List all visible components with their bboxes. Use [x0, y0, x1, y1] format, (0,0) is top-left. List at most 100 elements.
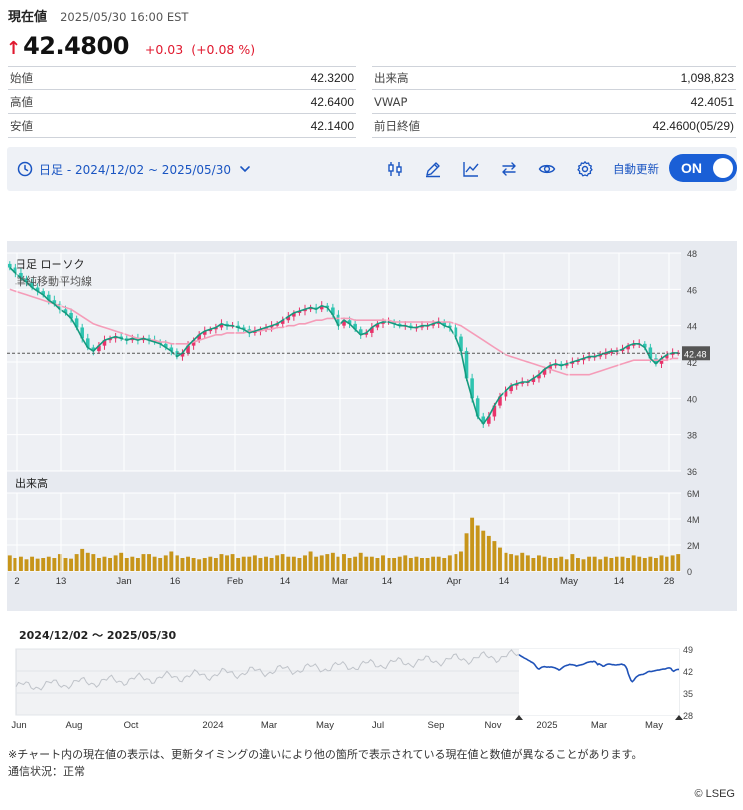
volume-bar: [35, 558, 40, 571]
price-change-percent: (+0.08 %): [191, 42, 256, 57]
volume-bar: [152, 556, 157, 571]
volume-bar: [102, 556, 107, 571]
candle-body: [24, 278, 29, 283]
volume-bar: [80, 548, 85, 571]
navigator-date-label: Sep: [428, 720, 445, 731]
volume-bar: [342, 554, 346, 571]
volume-bar: [492, 541, 497, 571]
swap-arrows-icon[interactable]: [497, 157, 521, 181]
stat-value: 42.3200: [310, 71, 354, 85]
volume-bar: [113, 555, 118, 571]
volume-bar: [286, 556, 291, 571]
candle-body: [46, 294, 51, 301]
volume-bar: [403, 555, 408, 571]
volume-bar: [124, 558, 129, 571]
volume-bar: [414, 556, 419, 571]
chart-tools: [383, 157, 611, 181]
volume-bar: [642, 558, 647, 571]
volume-bar: [498, 547, 502, 571]
volume-bar: [358, 552, 363, 571]
eye-icon[interactable]: [535, 157, 559, 181]
stats-column-left: 始値 42.3200 高値 42.6400 安値 42.1400: [8, 66, 356, 138]
candle-body: [364, 332, 369, 335]
price-chart-subtitle: 単純移動平均線: [15, 274, 92, 288]
candle-body: [358, 329, 363, 335]
period-selector[interactable]: 日足 - 2024/12/02 ~ 2025/05/30: [17, 161, 257, 178]
auto-update-toggle[interactable]: ON: [669, 154, 737, 182]
volume-bar: [464, 533, 469, 571]
volume-bar: [130, 556, 135, 571]
candle-body: [453, 327, 458, 337]
candle-body: [58, 303, 62, 310]
price-change-value: +0.03: [144, 42, 184, 57]
toggle-label: ON: [681, 160, 702, 176]
candle-body: [113, 336, 118, 339]
volume-chart-title: 出来高: [15, 476, 48, 490]
navigator-date-label: 2025: [536, 720, 557, 731]
volume-bar: [219, 554, 224, 571]
volume-bar: [364, 556, 369, 571]
volume-bar: [587, 556, 592, 571]
volume-bar: [531, 558, 536, 571]
pencil-icon[interactable]: [421, 157, 445, 181]
candle-body: [665, 354, 669, 359]
last-price-badge: [682, 346, 710, 361]
candle-body: [464, 351, 469, 379]
volume-bar: [670, 555, 675, 571]
candle-body: [520, 381, 525, 384]
candle-body: [258, 329, 263, 332]
candle-body: [643, 343, 647, 348]
navigator-selection-window: [519, 649, 679, 715]
navigator-left-handle: [515, 715, 523, 720]
volume-bar: [213, 558, 218, 571]
navigator-date-label: May: [316, 720, 334, 731]
volume-bar: [425, 558, 430, 571]
volume-bar: [69, 558, 74, 571]
stat-value: 42.4051: [690, 94, 734, 109]
volume-bar: [258, 558, 263, 571]
navigator-date-label: Nov: [485, 720, 502, 731]
candle-body: [225, 323, 229, 326]
volume-bar: [514, 555, 519, 571]
candle-body: [69, 312, 73, 319]
date-tick-label: Jan: [116, 576, 131, 587]
candle-body: [158, 342, 162, 344]
chevron-down-icon: [240, 166, 250, 173]
candle-body: [141, 338, 146, 341]
navigator-date-label: Oct: [124, 720, 139, 731]
stat-key: 安値: [10, 118, 33, 133]
volume-tick-label: 4M: [687, 515, 700, 525]
volume-bar: [447, 555, 452, 571]
volume-bar: [30, 556, 35, 571]
price-tick-label: 46: [687, 285, 697, 295]
navigator-panel[interactable]: 2024/12/02 〜 2025/05/30 49 42 35 28 Jun Aug Oct…: [7, 611, 737, 741]
navigator-right-handle: [675, 715, 683, 720]
volume-header-background: [7, 474, 681, 492]
line-chart-icon[interactable]: [459, 157, 483, 181]
volume-bar: [169, 551, 174, 571]
volume-bar: [598, 559, 603, 571]
navigator-date-label: Aug: [66, 720, 83, 731]
candle-body: [325, 305, 330, 308]
candle-body: [559, 363, 564, 366]
volume-bar: [386, 558, 391, 571]
volume-bar: [308, 551, 313, 571]
candle-body: [253, 331, 257, 333]
candle-body: [509, 385, 513, 392]
price-tick-label: 42: [687, 358, 697, 368]
candle-body: [347, 320, 352, 324]
date-tick-label: 16: [170, 576, 181, 587]
navigator-tick-label: 42: [683, 667, 693, 677]
candle-body: [409, 325, 413, 328]
candle-body: [331, 307, 335, 315]
volume-bar: [186, 556, 190, 571]
candlestick-icon[interactable]: [383, 157, 407, 181]
candle-body: [531, 378, 536, 382]
candle-body: [598, 354, 603, 357]
candle-body: [375, 323, 380, 328]
date-tick-label: 14: [280, 576, 291, 587]
candle-body: [481, 416, 486, 424]
volume-bar: [252, 555, 257, 571]
gear-icon[interactable]: [573, 157, 597, 181]
